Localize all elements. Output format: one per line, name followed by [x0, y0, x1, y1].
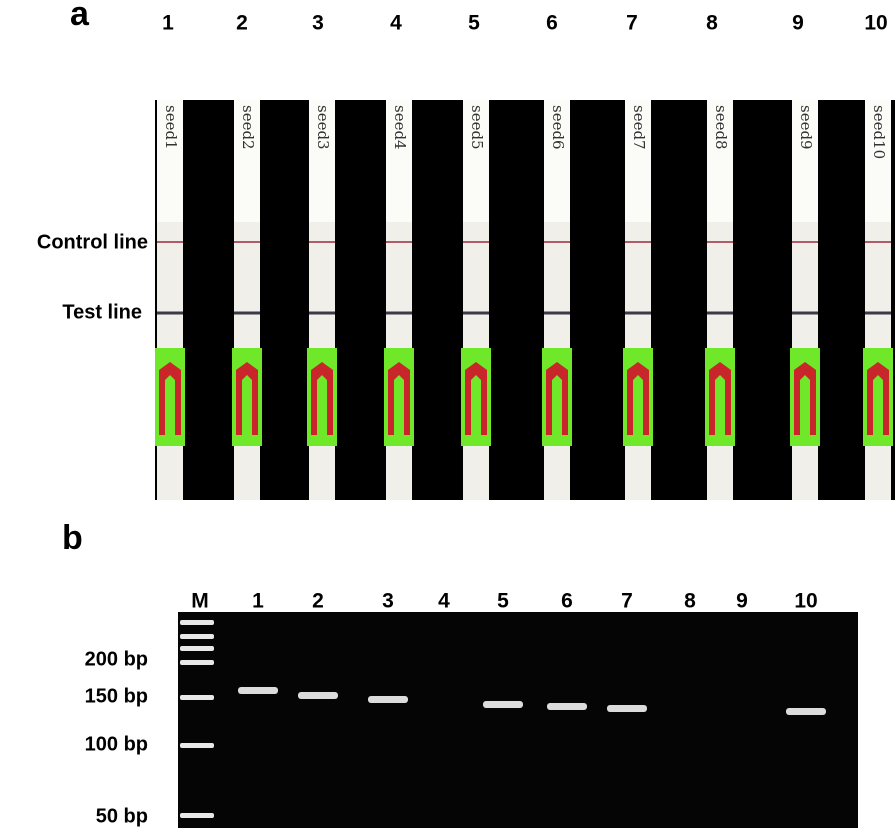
lane-label: 7 [626, 12, 638, 35]
lane-label: 9 [792, 12, 804, 35]
dna-band [483, 701, 523, 708]
arrow [627, 362, 649, 435]
lane-label: 2 [312, 590, 324, 613]
strip-note: seed3 [314, 105, 332, 150]
strip-note: seed2 [239, 105, 257, 150]
arrow [236, 362, 258, 435]
strip-end [463, 100, 489, 222]
ladder-band [180, 620, 214, 625]
arrow [546, 362, 568, 435]
lane-label: M [191, 590, 209, 613]
ladder-label: 200 bp [85, 648, 148, 670]
strip-note: seed4 [391, 105, 409, 150]
lane-label: 2 [236, 12, 248, 35]
lane-label: 4 [390, 12, 402, 35]
strip-end [386, 100, 412, 222]
dna-band [368, 696, 408, 703]
strip-end [707, 100, 733, 222]
ladder-band [180, 813, 214, 818]
lane-label: 4 [438, 590, 450, 613]
ladder-label: 150 bp [85, 685, 148, 707]
lane-label: 5 [497, 590, 509, 613]
lane-label: 6 [561, 590, 573, 613]
strip-end [234, 100, 260, 222]
strip-note: seed1 [162, 105, 180, 150]
dna-band [607, 705, 647, 712]
lane-label: 1 [162, 12, 174, 35]
ladder-band [180, 743, 214, 748]
lane-label: 3 [382, 590, 394, 613]
strip-end [157, 100, 183, 222]
ladder-band [180, 634, 214, 639]
strip-note: seed10 [870, 105, 888, 159]
strip-end [625, 100, 651, 222]
panel-label: a [70, 0, 90, 33]
dna-band [786, 708, 826, 715]
lane-label: 5 [468, 12, 480, 35]
strip-note: seed7 [630, 105, 648, 150]
ladder-band [180, 695, 214, 700]
strip-note: seed6 [549, 105, 567, 150]
dna-band [547, 703, 587, 710]
lane-label: 6 [546, 12, 558, 35]
ladder-label: 100 bp [85, 733, 148, 755]
strip-end [865, 100, 891, 222]
dna-band [298, 692, 338, 699]
ladder-band [180, 660, 214, 665]
arrow [311, 362, 333, 435]
arrow [465, 362, 487, 435]
strip-photo [155, 100, 895, 500]
ladder-label: 50 bp [96, 805, 148, 827]
lane-label: 8 [706, 12, 718, 35]
arrow [794, 362, 816, 435]
row-label: Control line [37, 231, 148, 253]
strip-end [544, 100, 570, 222]
gel [178, 612, 858, 828]
strip-note: seed5 [468, 105, 486, 150]
arrow [709, 362, 731, 435]
arrow [159, 362, 181, 435]
lane-label: 10 [864, 12, 887, 35]
panel-label: b [62, 519, 83, 557]
arrow [867, 362, 889, 435]
ladder-band [180, 646, 214, 651]
strip-note: seed8 [712, 105, 730, 150]
strip-end [792, 100, 818, 222]
arrow [388, 362, 410, 435]
dna-band [238, 687, 278, 694]
lane-label: 8 [684, 590, 696, 613]
row-label: Test line [62, 301, 142, 323]
lane-label: 10 [794, 590, 817, 613]
strip-note: seed9 [797, 105, 815, 150]
lane-label: 9 [736, 590, 748, 613]
lane-label: 1 [252, 590, 264, 613]
strip-end [309, 100, 335, 222]
lane-label: 7 [621, 590, 633, 613]
lane-label: 3 [312, 12, 324, 35]
